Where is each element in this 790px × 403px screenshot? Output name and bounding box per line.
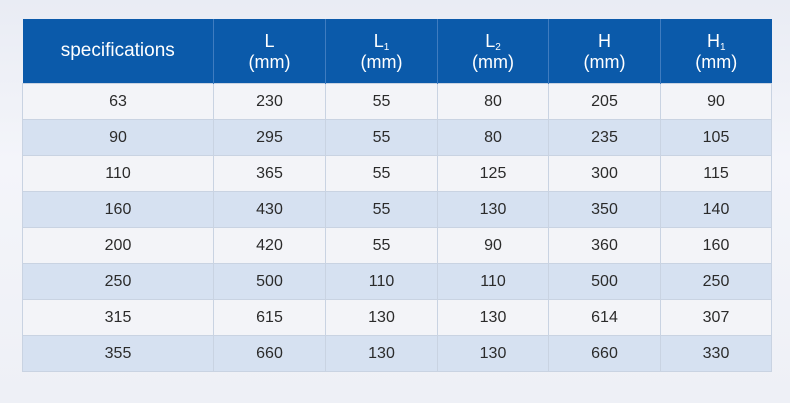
cell-specification: 110 <box>22 155 214 192</box>
table-row: 160 430 55 130 350 140 <box>22 191 772 228</box>
cell-l2: 125 <box>437 155 549 192</box>
header-h-symbol: H <box>549 31 660 51</box>
cell-h1: 115 <box>660 155 772 192</box>
header-l-unit: (mm) <box>248 51 291 72</box>
header-l1-subscript: 1 <box>383 41 390 53</box>
cell-l: 615 <box>213 299 326 336</box>
cell-l2: 130 <box>437 335 549 372</box>
cell-l1: 55 <box>325 119 438 156</box>
header-h1: H1 (mm) <box>660 19 772 84</box>
cell-l1: 130 <box>325 299 438 336</box>
header-specifications: specifications <box>22 19 214 84</box>
cell-l: 295 <box>213 119 326 156</box>
cell-h: 350 <box>548 191 661 228</box>
cell-l1: 130 <box>325 335 438 372</box>
cell-h: 235 <box>548 119 661 156</box>
cell-h1: 105 <box>660 119 772 156</box>
header-l1-letter: L <box>373 30 384 51</box>
cell-l2: 110 <box>437 263 549 300</box>
header-l2-symbol: L2 <box>438 30 548 53</box>
header-l: L (mm) <box>213 19 326 84</box>
table-row: 90 295 55 80 235 105 <box>22 119 772 156</box>
cell-h: 614 <box>548 299 661 336</box>
cell-h: 660 <box>548 335 661 372</box>
header-l2-letter: L <box>485 30 496 51</box>
header-h-unit: (mm) <box>583 51 626 72</box>
cell-l1: 110 <box>325 263 438 300</box>
cell-l: 230 <box>213 83 326 120</box>
cell-l2: 130 <box>437 191 549 228</box>
header-l1-unit: (mm) <box>360 51 403 72</box>
cell-specification: 160 <box>22 191 214 228</box>
cell-h: 205 <box>548 83 661 120</box>
header-l2-subscript: 2 <box>495 41 501 53</box>
cell-h1: 90 <box>660 83 772 120</box>
cell-h1: 250 <box>660 263 772 300</box>
cell-specification: 90 <box>22 119 214 156</box>
header-h: H (mm) <box>548 19 661 84</box>
specifications-table-container: specifications L (mm) L1 (mm) L2 (mm) H … <box>22 19 772 372</box>
cell-l1: 55 <box>325 83 438 120</box>
cell-specification: 355 <box>22 335 214 372</box>
table-row: 200 420 55 90 360 160 <box>22 227 772 264</box>
cell-specification: 315 <box>22 299 214 336</box>
table-row: 63 230 55 80 205 90 <box>22 83 772 120</box>
cell-specification: 200 <box>22 227 214 264</box>
cell-l: 500 <box>213 263 326 300</box>
cell-l2: 80 <box>437 83 549 120</box>
cell-l2: 90 <box>437 227 549 264</box>
cell-h1: 307 <box>660 299 772 336</box>
cell-l1: 55 <box>325 227 438 264</box>
header-h1-subscript: 1 <box>719 41 726 53</box>
cell-l1: 55 <box>325 155 438 192</box>
header-h-letter: H <box>598 30 611 51</box>
cell-specification: 63 <box>22 83 214 120</box>
cell-h1: 160 <box>660 227 772 264</box>
header-l2: L2 (mm) <box>437 19 549 84</box>
header-l1-symbol: L1 <box>326 30 437 53</box>
cell-l: 430 <box>213 191 326 228</box>
cell-h1: 330 <box>660 335 772 372</box>
cell-l: 660 <box>213 335 326 372</box>
cell-h: 300 <box>548 155 661 192</box>
table-row: 355 660 130 130 660 330 <box>22 335 772 372</box>
table-row: 315 615 130 130 614 307 <box>22 299 772 336</box>
cell-h: 500 <box>548 263 661 300</box>
header-h1-symbol: H1 <box>661 30 772 53</box>
header-l-symbol: L <box>214 31 325 51</box>
header-h1-unit: (mm) <box>695 51 738 72</box>
cell-l2: 130 <box>437 299 549 336</box>
header-l2-unit: (mm) <box>472 51 514 72</box>
cell-l1: 55 <box>325 191 438 228</box>
header-specifications-label: specifications <box>60 40 175 61</box>
header-h1-letter: H <box>706 30 720 51</box>
cell-h: 360 <box>548 227 661 264</box>
specifications-table: specifications L (mm) L1 (mm) L2 (mm) H … <box>22 19 772 372</box>
header-l-letter: L <box>264 30 275 51</box>
table-row: 110 365 55 125 300 115 <box>22 155 772 192</box>
header-l1: L1 (mm) <box>325 19 438 84</box>
table-header-row: specifications L (mm) L1 (mm) L2 (mm) H … <box>22 19 772 84</box>
cell-l: 420 <box>213 227 326 264</box>
cell-specification: 250 <box>22 263 214 300</box>
cell-l2: 80 <box>437 119 549 156</box>
cell-l: 365 <box>213 155 326 192</box>
cell-h1: 140 <box>660 191 772 228</box>
table-row: 250 500 110 110 500 250 <box>22 263 772 300</box>
